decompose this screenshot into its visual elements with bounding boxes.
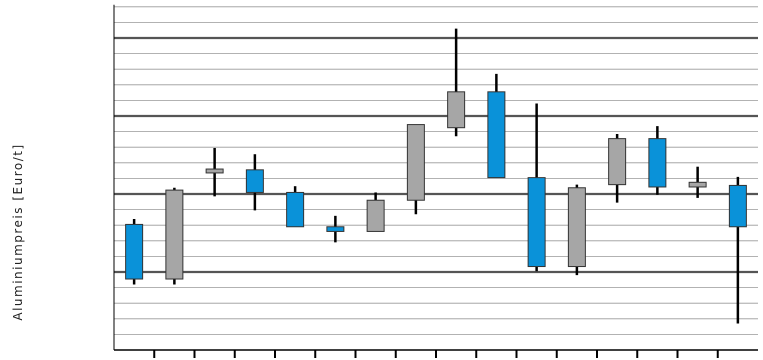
candle	[326, 215, 345, 243]
candle-body	[487, 91, 506, 179]
candle-body	[125, 223, 144, 280]
candle	[125, 218, 144, 285]
candle-body	[245, 169, 264, 193]
candle-body	[728, 184, 747, 228]
candle	[608, 133, 627, 203]
candle-body	[527, 177, 546, 268]
candle-body	[366, 199, 385, 232]
candle-body	[165, 189, 184, 280]
candle-body	[286, 191, 305, 228]
candle	[406, 124, 425, 215]
candle	[286, 186, 305, 228]
candle	[366, 192, 385, 232]
candle-body	[447, 91, 466, 129]
candle	[205, 147, 224, 197]
candle	[165, 187, 184, 285]
gridlines	[114, 6, 758, 335]
candle	[688, 166, 707, 198]
candle-body	[608, 138, 627, 186]
candle	[567, 184, 586, 276]
candle-body	[688, 181, 707, 188]
candle-body	[406, 124, 425, 201]
candle-body	[326, 226, 345, 232]
candle-body	[205, 168, 224, 174]
candle-body	[648, 138, 667, 188]
candle	[648, 126, 667, 195]
y-axis-label: Aluminiumpreis [Euro/t]	[11, 143, 25, 320]
candles	[125, 28, 747, 324]
candle	[245, 154, 264, 211]
candle	[728, 176, 747, 324]
candle-body	[567, 187, 586, 268]
candle	[487, 73, 506, 179]
candle	[527, 103, 546, 272]
axes	[113, 4, 758, 358]
candle	[447, 28, 466, 137]
